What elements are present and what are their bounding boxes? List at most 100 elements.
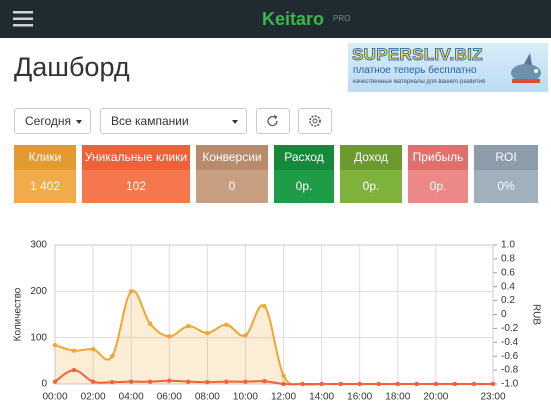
tile-label: ROI	[474, 145, 538, 170]
y2-tick-label: -1.0	[501, 379, 519, 390]
point	[281, 381, 286, 387]
brand-badge: PRO	[333, 14, 351, 23]
point	[338, 381, 343, 387]
point	[205, 330, 210, 336]
tile-label: Уникальные клики	[82, 145, 190, 170]
line	[54, 289, 493, 386]
y2-tick-label: 0.4	[501, 281, 515, 292]
tile-label: Прибыль	[408, 145, 468, 170]
point	[128, 379, 134, 384]
tile-label: Расход	[274, 145, 334, 170]
refresh-button[interactable]	[256, 108, 290, 134]
x-tick-label: 23:00	[480, 392, 505, 403]
banner-caption: качественные материалы для вашего развит…	[353, 79, 486, 85]
x-tick-label: 06:00	[157, 392, 182, 403]
point	[395, 381, 400, 387]
point	[148, 321, 153, 326]
point	[376, 381, 381, 387]
stat-tile[interactable]: Клики 1 402	[14, 145, 76, 203]
tile-value: 0р.	[408, 170, 468, 203]
point	[205, 379, 210, 385]
ad-banner[interactable]: SUPERSLIV.BIZ платное теперь бесплатно к…	[348, 43, 548, 92]
stat-tile[interactable]: Конверсии 0	[196, 145, 268, 203]
point	[471, 381, 477, 387]
y2-tick-label: 0.8	[501, 254, 515, 265]
point	[224, 322, 229, 327]
point	[338, 381, 343, 387]
point	[376, 381, 381, 387]
point	[414, 381, 420, 387]
point	[262, 303, 267, 309]
stat-tile[interactable]: Доход 0р.	[340, 145, 402, 203]
point	[357, 381, 362, 387]
point	[433, 381, 439, 387]
line	[54, 369, 493, 386]
point	[224, 379, 229, 384]
y2-tick-label: -0.6	[501, 351, 519, 362]
point	[186, 379, 191, 384]
y-tick-label: 100	[30, 332, 47, 343]
y-tick-label: 0	[41, 379, 47, 390]
tile-value: 0р.	[274, 170, 334, 203]
tile-value: 102	[82, 170, 190, 203]
x-tick-label: 12:00	[271, 392, 296, 403]
settings-icon	[309, 115, 321, 127]
y-tick-label: 300	[30, 240, 47, 251]
stat-tile[interactable]: ROI 0%	[474, 145, 538, 203]
y2-tick-label: -0.4	[501, 337, 519, 348]
brand[interactable]: Keitaro	[262, 9, 325, 29]
y2-tick-label: 0	[501, 309, 507, 320]
y2-axis-label: RUB	[530, 304, 541, 325]
refresh-icon	[267, 115, 278, 127]
point	[243, 333, 248, 338]
x-tick-label: 10:00	[233, 392, 258, 403]
period-select[interactable]: Сегодня	[14, 108, 91, 134]
point	[90, 347, 96, 352]
page-title: Дашборд	[14, 52, 130, 82]
plot-frame	[54, 244, 494, 385]
tile-label: Клики	[14, 145, 76, 170]
x-tick-label: 08:00	[195, 392, 220, 403]
banner-title: SUPERSLIV.BIZ	[352, 45, 483, 65]
x-tick-label: 02:00	[81, 392, 106, 403]
stat-tile[interactable]: Прибыль 0р.	[408, 145, 468, 203]
tile-value: 0р.	[340, 170, 402, 203]
stat-tile[interactable]: Уникальные клики 102	[82, 145, 190, 203]
area	[55, 290, 493, 385]
y-axis-label: Количество	[13, 287, 24, 341]
y-tick-label: 200	[30, 286, 47, 297]
point	[395, 381, 400, 387]
x-tick-label: 20:00	[423, 392, 448, 403]
x-tick-label: 16:00	[347, 392, 372, 403]
point	[471, 381, 477, 387]
point	[300, 381, 305, 387]
y2-tick-label: 0.2	[501, 295, 515, 306]
y2-tick-label: 0.6	[501, 267, 515, 278]
period-value: Сегодня	[25, 114, 71, 128]
point	[148, 379, 153, 384]
tile-value: 0	[196, 170, 268, 203]
point	[71, 367, 77, 373]
point	[490, 381, 496, 387]
point	[52, 342, 58, 348]
x-tick-label: 18:00	[385, 392, 410, 403]
banner-subtitle: платное теперь бесплатно	[353, 65, 477, 76]
point	[414, 381, 420, 387]
point	[300, 381, 305, 387]
x-tick-label: 00:00	[42, 392, 67, 403]
campaign-select[interactable]: Все кампании	[100, 108, 247, 134]
point	[71, 348, 77, 353]
point	[319, 381, 324, 387]
menu-button[interactable]	[12, 9, 36, 29]
settings-button[interactable]	[298, 108, 332, 134]
point	[452, 381, 458, 387]
tile-value: 0%	[474, 170, 538, 203]
point	[109, 354, 115, 359]
point	[52, 379, 58, 384]
point	[319, 381, 324, 387]
campaign-value: Все кампании	[111, 114, 189, 128]
x-tick-label: 14:00	[309, 392, 334, 403]
point	[167, 334, 172, 339]
stat-tile[interactable]: Расход 0р.	[274, 145, 334, 203]
